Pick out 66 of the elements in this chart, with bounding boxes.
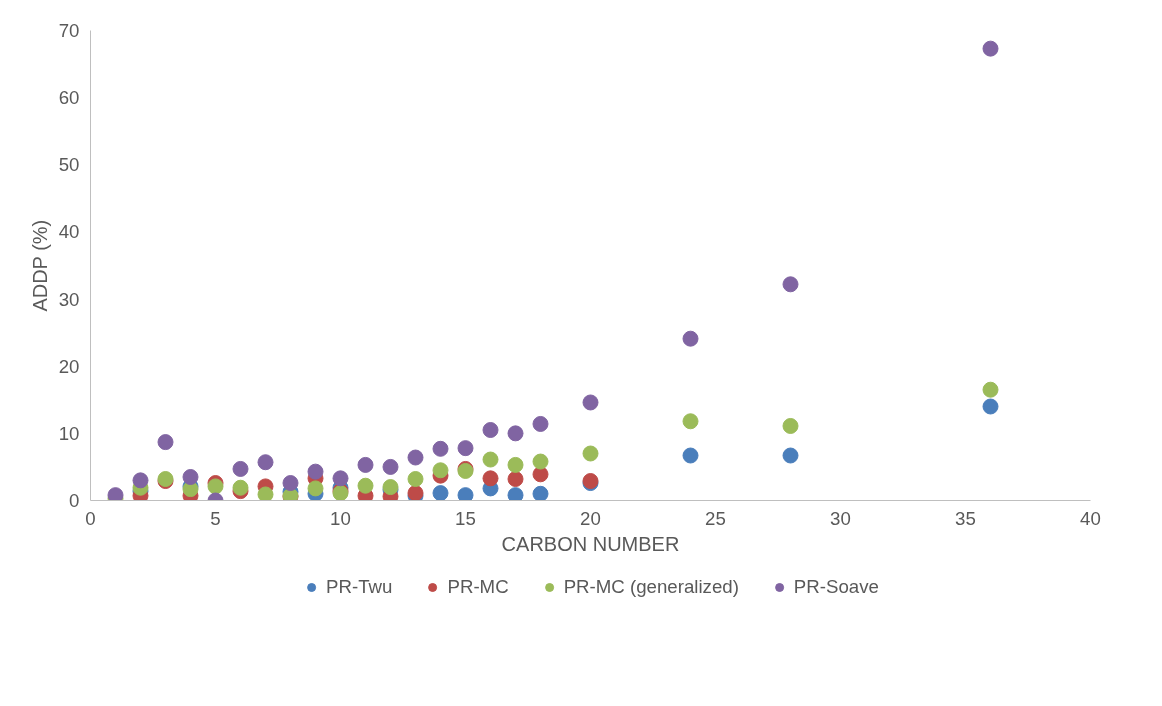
x-tick-label: 20: [580, 507, 601, 529]
point: [132, 472, 149, 489]
point: [457, 440, 474, 457]
point: [482, 470, 499, 487]
point: [257, 486, 274, 501]
point: [982, 40, 999, 57]
point: [357, 477, 374, 494]
point: [507, 456, 524, 473]
x-tick-label: 35: [955, 507, 976, 529]
point: [432, 462, 449, 479]
point: [407, 449, 424, 466]
point: [482, 422, 499, 438]
x-tick-label: 30: [830, 507, 851, 529]
x-tick-label: 5: [210, 507, 221, 529]
legend-label: PR-Soave: [793, 576, 879, 598]
point: [232, 479, 249, 496]
point: [782, 417, 799, 434]
point: [432, 485, 449, 501]
point: [432, 440, 449, 457]
x-tick-label: 10: [330, 507, 351, 529]
point: [507, 425, 524, 442]
y-tick-label: 70: [58, 20, 80, 41]
legend-label: PR-MC (generalized): [563, 576, 739, 598]
point: [532, 453, 549, 470]
x-tick-label: 15: [455, 507, 476, 529]
x-axis-title: CARBON NUMBER: [501, 532, 680, 555]
point: [532, 485, 549, 501]
x-tick-label: 0: [85, 507, 96, 529]
y-axis-title: ADDP (%): [28, 219, 51, 312]
point: [507, 471, 524, 487]
point: [182, 469, 199, 485]
point: [307, 480, 324, 497]
point: [682, 413, 699, 430]
point: [232, 460, 249, 477]
legend-label: PR-Twu: [326, 576, 393, 598]
point: [582, 394, 599, 411]
point: [532, 415, 549, 432]
point: [582, 445, 599, 462]
point: [982, 398, 999, 415]
point: [682, 447, 699, 464]
point: [682, 330, 699, 347]
point: [982, 381, 999, 398]
point: [507, 487, 524, 501]
point: [357, 456, 374, 473]
point: [257, 454, 274, 471]
point: [157, 434, 174, 451]
y-tick-label: 60: [58, 87, 80, 109]
y-tick-label: 20: [58, 355, 80, 377]
point: [307, 463, 324, 480]
point: [782, 276, 799, 293]
point: [332, 470, 349, 487]
y-tick-label: 40: [58, 221, 80, 243]
y-tick-label: 50: [58, 154, 80, 176]
point: [282, 475, 299, 492]
x-tick-label: 25: [705, 507, 726, 529]
point: [407, 471, 424, 487]
point: [482, 451, 499, 468]
point: [457, 487, 474, 501]
y-tick-label: 0: [69, 490, 80, 511]
y-tick-label: 10: [58, 422, 80, 444]
x-tick-label: 40: [1080, 507, 1101, 529]
legend-label: PR-MC: [447, 576, 509, 598]
y-tick-label: 30: [58, 288, 80, 310]
point: [532, 466, 549, 483]
point: [382, 458, 399, 475]
point: [782, 447, 799, 464]
